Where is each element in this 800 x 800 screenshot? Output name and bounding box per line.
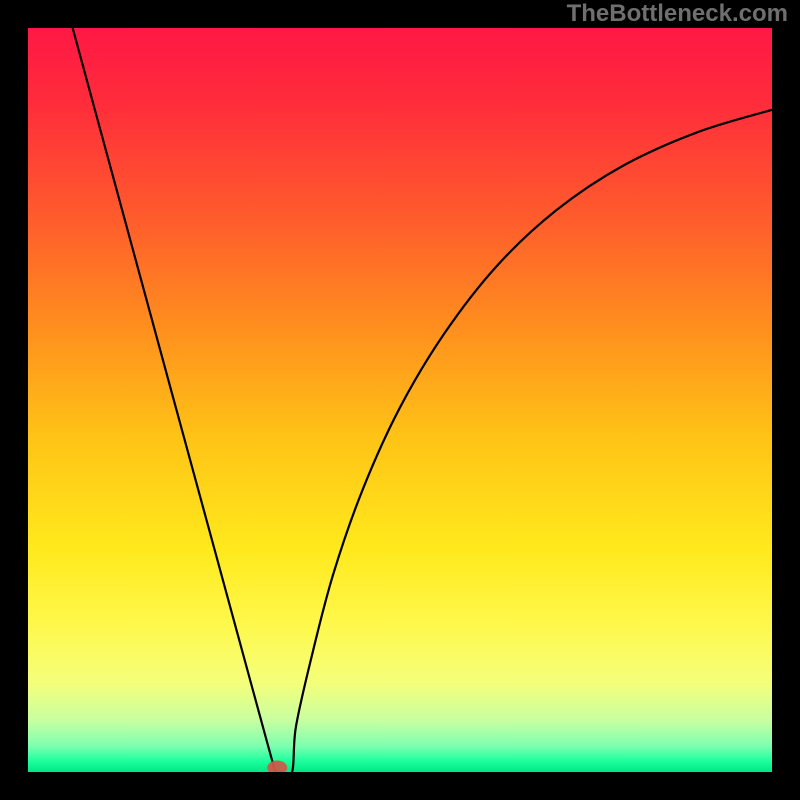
gradient-background <box>28 28 772 772</box>
chart-container: TheBottleneck.com <box>0 0 800 800</box>
watermark-text: TheBottleneck.com <box>567 0 788 28</box>
plot-svg <box>28 28 772 772</box>
plot-area <box>28 28 772 772</box>
